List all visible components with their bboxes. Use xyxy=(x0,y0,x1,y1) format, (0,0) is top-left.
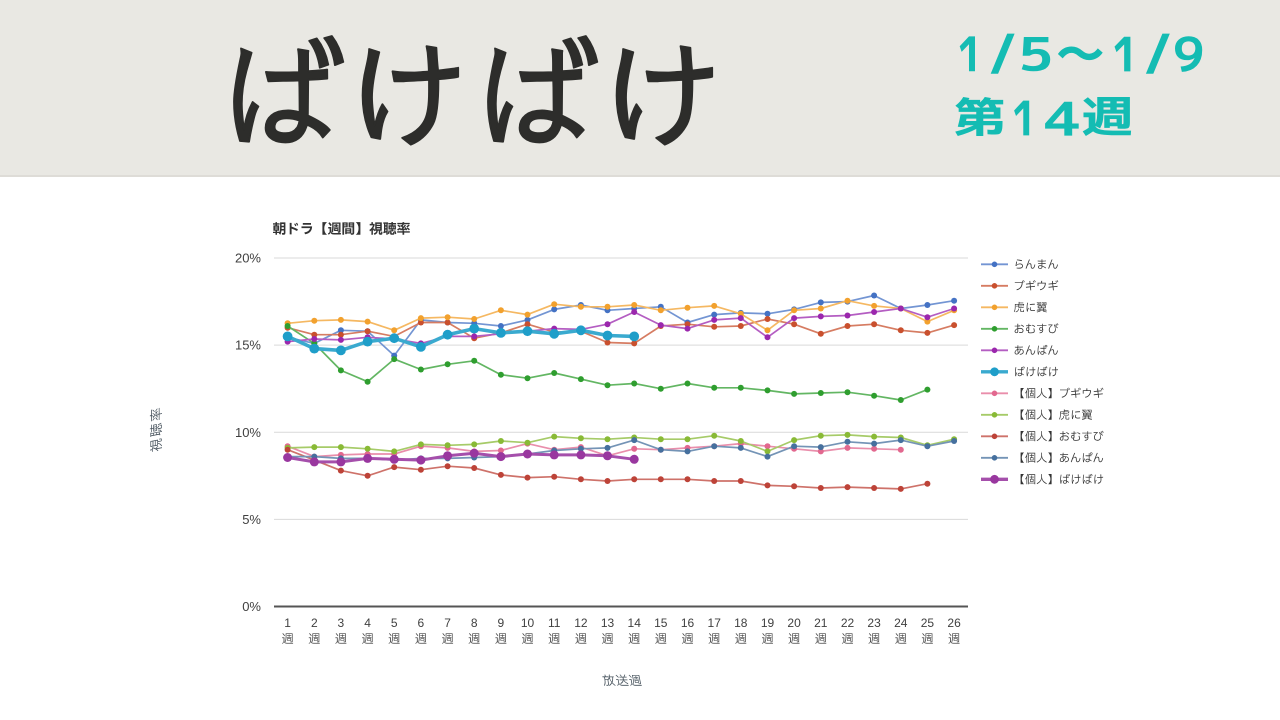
svg-text:8: 8 xyxy=(471,616,478,630)
svg-text:15%: 15% xyxy=(235,338,261,353)
svg-text:5%: 5% xyxy=(242,512,261,527)
svg-text:7: 7 xyxy=(444,616,451,630)
svg-text:12: 12 xyxy=(574,616,588,630)
svg-text:9: 9 xyxy=(498,616,505,630)
svg-text:0%: 0% xyxy=(242,599,261,614)
svg-text:23: 23 xyxy=(867,616,881,630)
svg-text:26: 26 xyxy=(947,616,961,630)
svg-text:11: 11 xyxy=(548,616,561,630)
svg-text:10: 10 xyxy=(521,616,535,630)
svg-text:2: 2 xyxy=(311,616,318,630)
svg-text:10%: 10% xyxy=(235,425,261,440)
svg-text:24: 24 xyxy=(894,616,908,630)
svg-text:1: 1 xyxy=(284,616,291,630)
svg-text:22: 22 xyxy=(841,616,855,630)
svg-text:25: 25 xyxy=(921,616,935,630)
svg-text:14: 14 xyxy=(628,616,642,630)
svg-text:20%: 20% xyxy=(235,251,261,266)
svg-text:15: 15 xyxy=(654,616,668,630)
svg-text:21: 21 xyxy=(814,616,828,630)
svg-text:6: 6 xyxy=(418,616,425,630)
svg-text:18: 18 xyxy=(734,616,748,630)
svg-text:13: 13 xyxy=(601,616,615,630)
svg-text:4: 4 xyxy=(364,616,371,630)
svg-text:5: 5 xyxy=(391,616,398,630)
svg-text:17: 17 xyxy=(708,616,722,630)
svg-text:16: 16 xyxy=(681,616,695,630)
svg-text:20: 20 xyxy=(787,616,801,630)
svg-text:19: 19 xyxy=(761,616,775,630)
svg-text:3: 3 xyxy=(338,616,345,630)
